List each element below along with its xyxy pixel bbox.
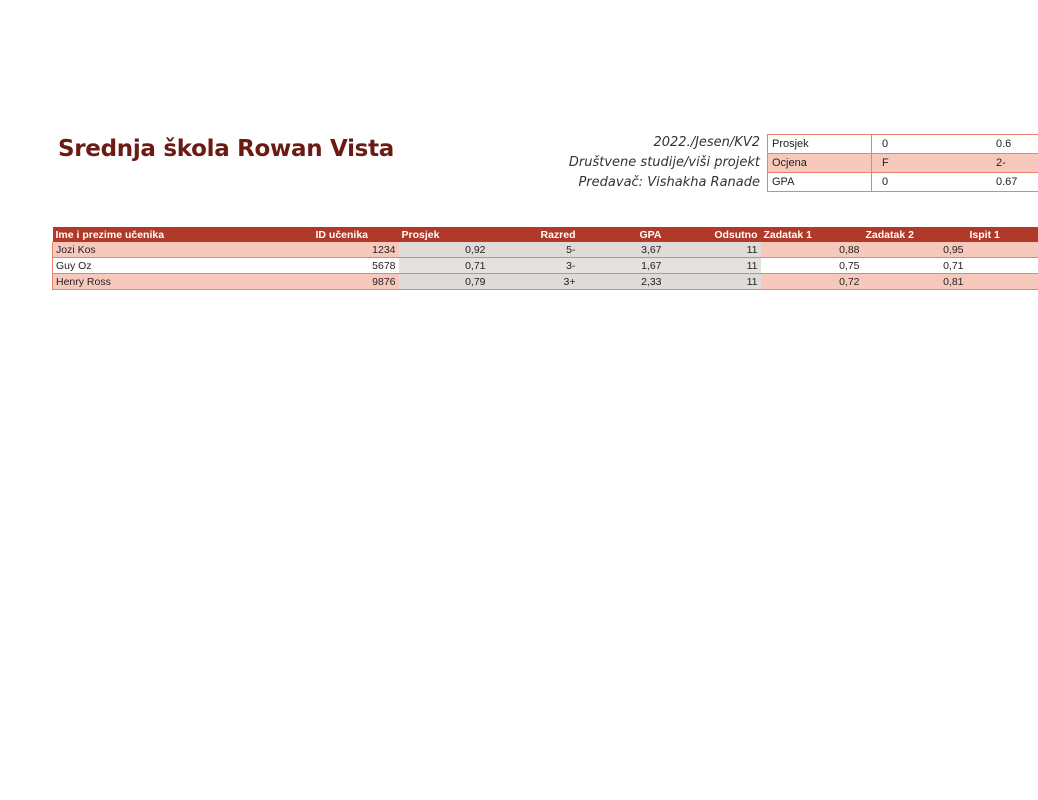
grade-cell[interactable]: 3+ (488, 273, 579, 290)
school-title: Srednja škola Rowan Vista (58, 136, 394, 162)
scale-row-grade: Ocjena F 2- (767, 153, 1038, 173)
scale-label[interactable]: Ocjena (767, 153, 872, 173)
absent-cell[interactable]: 11 (664, 242, 761, 258)
scale-max[interactable]: 0.6 (996, 138, 1012, 150)
absent-cell[interactable]: 11 (664, 257, 761, 274)
scale-min[interactable]: 0 (882, 138, 889, 150)
teacher-label: Predavač: Vishakha Ranade (578, 175, 760, 190)
grade-cell[interactable]: 3- (488, 257, 579, 274)
exam-1-cell[interactable] (966, 273, 1038, 290)
gpa-cell[interactable]: 2,33 (578, 273, 665, 290)
term-label: 2022./Jesen/KV2 (653, 135, 760, 150)
scale-min[interactable]: F (871, 153, 986, 173)
col-header-absent[interactable]: Odsutno (664, 227, 761, 242)
grade-scale-table: Prosjek 0 0.6 Ocjena F 2- GPA 0 0.67 (767, 134, 1038, 192)
student-grades-table: Ime i prezime učenika ID učenika Prosjek… (52, 227, 1038, 290)
table-row: Guy Oz 5678 0,71 3- 1,67 11 0,75 0,71 (52, 257, 1038, 274)
gpa-cell[interactable]: 1,67 (578, 257, 665, 274)
course-info: 2022./Jesen/KV2 Društvene studije/viši p… (569, 133, 760, 193)
task-1-cell[interactable]: 0,88 (760, 242, 863, 258)
col-header-task-2[interactable]: Zadatak 2 (862, 227, 967, 242)
student-id-cell[interactable]: 5678 (312, 257, 399, 274)
student-name-cell[interactable]: Henry Ross (52, 273, 313, 290)
col-header-id[interactable]: ID učenika (312, 227, 399, 242)
scale-row-gpa: GPA 0 0.67 (767, 172, 1038, 192)
col-header-gpa[interactable]: GPA (578, 227, 665, 242)
student-id-cell[interactable]: 9876 (312, 273, 399, 290)
col-header-grade[interactable]: Razred (488, 227, 579, 242)
student-name-cell[interactable]: Jozi Kos (52, 242, 313, 258)
average-cell[interactable]: 0,92 (398, 242, 489, 258)
scale-min[interactable]: 0 (871, 172, 986, 192)
scale-row-average: Prosjek 0 0.6 (767, 134, 1038, 154)
exam-1-cell[interactable] (966, 257, 1038, 274)
average-cell[interactable]: 0,71 (398, 257, 489, 274)
table-header-row: Ime i prezime učenika ID učenika Prosjek… (52, 227, 1038, 242)
col-header-average[interactable]: Prosjek (398, 227, 489, 242)
absent-cell[interactable]: 11 (664, 273, 761, 290)
average-cell[interactable]: 0,79 (398, 273, 489, 290)
task-2-cell[interactable]: 0,81 (862, 273, 967, 290)
grade-cell[interactable]: 5- (488, 242, 579, 258)
student-id-cell[interactable]: 1234 (312, 242, 399, 258)
gpa-cell[interactable]: 3,67 (578, 242, 665, 258)
scale-max[interactable]: 0.67 (986, 172, 1038, 192)
exam-1-cell[interactable] (966, 242, 1038, 258)
scale-label[interactable]: GPA (767, 172, 872, 192)
task-1-cell[interactable]: 0,75 (760, 257, 863, 274)
col-header-exam-1[interactable]: Ispit 1 (966, 227, 1038, 242)
task-1-cell[interactable]: 0,72 (760, 273, 863, 290)
col-header-name[interactable]: Ime i prezime učenika (52, 227, 313, 242)
task-2-cell[interactable]: 0,95 (862, 242, 967, 258)
scale-max[interactable]: 2- (986, 153, 1038, 173)
task-2-cell[interactable]: 0,71 (862, 257, 967, 274)
course-label: Društvene studije/viši projekt (568, 155, 760, 170)
col-header-task-1[interactable]: Zadatak 1 (760, 227, 863, 242)
table-row: Henry Ross 9876 0,79 3+ 2,33 11 0,72 0,8… (52, 273, 1038, 290)
student-name-cell[interactable]: Guy Oz (52, 257, 313, 274)
scale-label[interactable]: Prosjek (767, 134, 872, 154)
table-row: Jozi Kos 1234 0,92 5- 3,67 11 0,88 0,95 (52, 242, 1038, 258)
